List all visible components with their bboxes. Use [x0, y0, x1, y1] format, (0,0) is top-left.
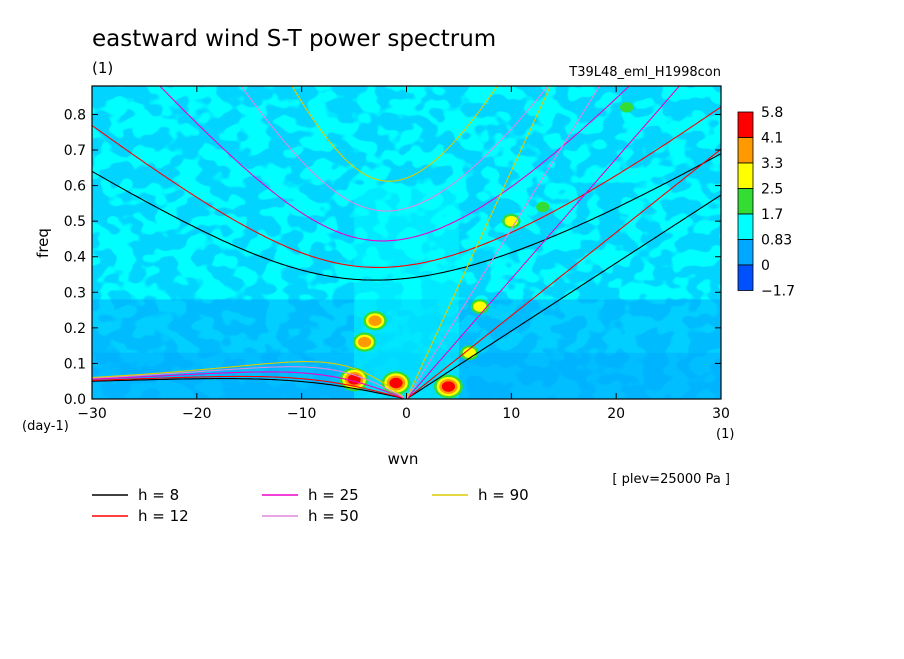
colorbar-swatch: [737, 264, 754, 291]
power-maximum: [434, 374, 463, 399]
y-axis-units: (day-1): [22, 419, 69, 434]
colorbar-level-label: 5.8: [761, 105, 783, 121]
rossby-wave-curve: [92, 361, 405, 398]
rossby-wave-curve: [92, 375, 405, 399]
kelvin-wave-curve: [405, 86, 551, 399]
power-maximum: [620, 102, 634, 113]
y-tick-label: 0.6: [64, 179, 86, 195]
legend-label: h = 8: [138, 486, 179, 504]
power-maximum: [536, 201, 550, 213]
y-tick-label: 0.5: [64, 214, 86, 230]
colorbar-swatch: [737, 213, 754, 240]
plev-note: [ plev=25000 Pa ]: [612, 472, 730, 487]
colorbar-swatch: [737, 111, 754, 138]
x-tick-label: 10: [502, 406, 520, 422]
colorbar-level-label: 0.83: [761, 233, 792, 249]
kelvin-wave-curve: [406, 86, 681, 399]
legend-item: h = 8: [92, 486, 179, 504]
y-axis: 0.0 0.1 0.2 0.3 0.4 0.5 0.6 0.7 0.8: [64, 107, 721, 408]
gravity-wave-curve: [159, 86, 631, 242]
x-tick-label: −30: [77, 406, 107, 422]
x-axis-label: wvn: [388, 450, 419, 468]
x-axis: −30 −20 −10 0 10 20 30: [77, 86, 730, 422]
colorbar-swatch: [737, 137, 754, 164]
colorbar-swatch: [737, 188, 754, 215]
colorbar-level-label: 1.7: [761, 207, 783, 223]
plot-area: [91, 85, 722, 400]
power-contour: [368, 315, 382, 326]
legend-item: h = 25: [262, 486, 359, 504]
gravity-wave-curve: [291, 86, 498, 182]
legend: h = 8 h = 12 h = 25 h = 50 h = 90: [92, 486, 529, 525]
kelvin-wave-curve: [406, 194, 721, 399]
y-tick-label: 0.4: [64, 250, 86, 266]
chart-subtitle-units: (1): [92, 59, 113, 77]
y-tick-label: 0.3: [64, 285, 86, 301]
x-tick-label: 30: [712, 406, 730, 422]
legend-item: h = 90: [432, 486, 529, 504]
power-contour: [441, 381, 456, 392]
power-maximum: [352, 332, 377, 352]
y-tick-label: 0.7: [64, 143, 86, 159]
power-contour: [389, 377, 403, 389]
legend-label: h = 12: [138, 507, 189, 525]
equatorial-stripe: [354, 185, 459, 399]
legend-label: h = 50: [308, 507, 359, 525]
gravity-wave-curve: [240, 86, 549, 212]
power-contour: [536, 201, 550, 213]
y-axis-label: freq: [34, 228, 52, 258]
colorbar-swatch: [737, 162, 754, 189]
x-tick-label: −10: [287, 406, 317, 422]
colorbar-swatch: [737, 239, 754, 266]
y-tick-label: 0.0: [64, 392, 86, 408]
rossby-wave-curve: [92, 378, 405, 399]
power-contour: [473, 301, 487, 312]
y-tick-label: 0.1: [64, 356, 86, 372]
chart-title: eastward wind S-T power spectrum: [92, 26, 496, 52]
x-tick-label: −20: [182, 406, 212, 422]
y-tick-label: 0.2: [64, 321, 86, 337]
x-tick-label: 0: [402, 406, 411, 422]
chart-subtitle-run: T39L48_eml_H1998con: [568, 65, 721, 80]
power-contour: [462, 347, 476, 358]
power-maximum: [339, 367, 369, 392]
gravity-wave-curve: [92, 153, 721, 281]
colorbar: 5.8 4.1 3.3 2.5 1.7 0.83 0 −1.7: [737, 105, 795, 300]
colorbar-level-label: −1.7: [761, 284, 795, 300]
legend-label: h = 90: [478, 486, 529, 504]
colorbar-level-label: 4.1: [761, 131, 783, 147]
rossby-wave-curve: [92, 371, 405, 399]
y-tick-label: 0.8: [64, 107, 86, 123]
power-maximum: [460, 345, 479, 361]
rossby-wave-curve: [92, 366, 405, 399]
colorbar-level-label: 0: [761, 258, 770, 274]
legend-item: h = 50: [262, 507, 359, 525]
x-axis-units: (1): [716, 427, 734, 442]
kelvin-wave-curve: [406, 86, 601, 399]
legend-label: h = 25: [308, 486, 359, 504]
kelvin-wave-curve: [406, 148, 721, 399]
power-maximum: [502, 213, 521, 229]
colorbar-level-label: 3.3: [761, 156, 783, 172]
power-contour: [620, 102, 634, 113]
gravity-wave-curve: [92, 106, 721, 268]
power-maximum: [363, 311, 387, 331]
legend-item: h = 12: [92, 507, 189, 525]
power-maximum: [470, 299, 490, 314]
colorbar-level-label: 2.5: [761, 182, 783, 198]
power-contour: [357, 336, 372, 348]
x-tick-label: 20: [607, 406, 625, 422]
